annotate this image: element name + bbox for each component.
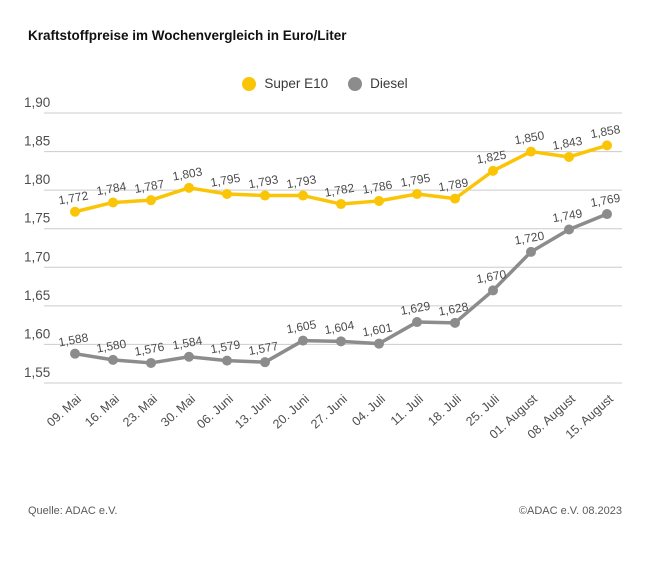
x-axis-label: 06. Juni: [194, 392, 236, 432]
legend-label-diesel: Diesel: [370, 76, 408, 91]
data-point-marker: [336, 336, 346, 347]
data-point-label: 1,793: [285, 172, 317, 191]
data-point-label: 1,584: [171, 333, 203, 352]
data-point-label: 1,605: [285, 317, 317, 336]
legend-item-super-e10: Super E10: [242, 76, 328, 91]
data-point-marker: [222, 355, 232, 366]
data-point-label: 1,580: [95, 337, 127, 356]
data-point-label: 1,787: [133, 177, 165, 196]
y-tick-label: 1,65: [24, 288, 50, 303]
data-point-label: 1,769: [589, 191, 621, 210]
data-point-label: 1,720: [513, 229, 545, 248]
data-point-label: 1,772: [57, 188, 89, 207]
data-point-label: 1,629: [399, 299, 431, 318]
legend-swatch-super-e10-icon: [242, 76, 257, 91]
data-point-marker: [488, 165, 498, 176]
data-point-label: 1,858: [589, 122, 621, 141]
data-point-marker: [412, 189, 422, 199]
data-point-marker: [184, 351, 194, 362]
data-point-label: 1,782: [323, 181, 355, 200]
data-point-marker: [526, 246, 536, 257]
data-point-marker: [526, 146, 536, 157]
data-point-marker: [146, 357, 156, 368]
y-tick-label: 1,70: [24, 249, 50, 264]
data-point-label: 1,825: [475, 148, 507, 167]
data-point-marker: [298, 190, 308, 201]
data-point-marker: [412, 317, 422, 328]
y-tick-label: 1,75: [24, 211, 50, 226]
data-point-marker: [70, 206, 80, 217]
chart-legend: Super E10 Diesel: [0, 76, 650, 91]
y-tick-label: 1,90: [24, 95, 50, 110]
data-point-marker: [564, 151, 574, 162]
data-point-label: 1,604: [323, 318, 355, 337]
x-axis-label: 04. Juli: [349, 392, 388, 429]
chart-title: Kraftstoffpreise im Wochenvergleich in E…: [28, 28, 347, 43]
data-point-marker: [450, 193, 460, 204]
data-point-label: 1,795: [399, 171, 431, 190]
data-point-label: 1,579: [209, 337, 241, 356]
x-axis-label: 18. Juli: [425, 392, 464, 429]
data-point-label: 1,795: [209, 171, 241, 190]
data-point-label: 1,588: [57, 330, 89, 349]
x-axis-label: 11. Juli: [388, 392, 426, 428]
legend-swatch-diesel-icon: [348, 76, 363, 91]
data-point-marker: [374, 338, 384, 349]
y-tick-label: 1,55: [24, 365, 50, 380]
data-point-marker: [108, 197, 118, 208]
data-point-marker: [222, 189, 232, 199]
data-point-marker: [374, 195, 384, 206]
data-point-marker: [184, 182, 194, 193]
data-point-marker: [260, 190, 270, 201]
x-axis-label: 23. Mai: [120, 392, 160, 430]
x-axis-label: 20. Juni: [270, 392, 312, 432]
data-point-label: 1,670: [475, 267, 507, 286]
x-axis-label: 13. Juni: [232, 392, 274, 432]
data-point-label: 1,789: [437, 175, 469, 194]
data-point-marker: [336, 199, 346, 210]
y-tick-label: 1,85: [24, 134, 50, 149]
y-tick-label: 1,80: [24, 172, 50, 187]
data-point-label: 1,749: [551, 206, 583, 225]
data-point-label: 1,793: [247, 172, 279, 191]
source-note: Quelle: ADAC e.V.: [28, 505, 118, 517]
data-point-label: 1,786: [361, 178, 393, 197]
data-point-label: 1,601: [361, 320, 393, 339]
data-point-label: 1,576: [133, 340, 165, 359]
data-point-marker: [602, 140, 612, 151]
data-point-marker: [564, 224, 574, 235]
data-point-label: 1,850: [513, 128, 545, 147]
data-point-marker: [450, 317, 460, 328]
data-point-label: 1,803: [171, 165, 203, 184]
copyright-note: ©ADAC e.V. 08.2023: [518, 505, 622, 517]
data-point-marker: [602, 209, 612, 220]
data-point-marker: [146, 195, 156, 206]
legend-item-diesel: Diesel: [348, 76, 408, 91]
data-point-label: 1,843: [551, 134, 583, 153]
data-point-label: 1,628: [437, 300, 469, 319]
legend-label-super-e10: Super E10: [264, 76, 329, 91]
data-point-marker: [70, 348, 80, 359]
data-point-marker: [298, 335, 308, 346]
data-point-marker: [108, 354, 118, 365]
x-axis-label: 27. Juni: [308, 392, 350, 432]
data-point-label: 1,784: [95, 179, 127, 198]
x-axis-label: 30. Mai: [158, 392, 198, 430]
data-point-marker: [488, 285, 498, 296]
data-point-label: 1,577: [247, 339, 279, 358]
x-axis-label: 16. Mai: [82, 392, 122, 430]
data-point-marker: [260, 357, 270, 368]
y-tick-label: 1,60: [24, 326, 50, 341]
x-axis-label: 09. Mai: [44, 392, 84, 430]
